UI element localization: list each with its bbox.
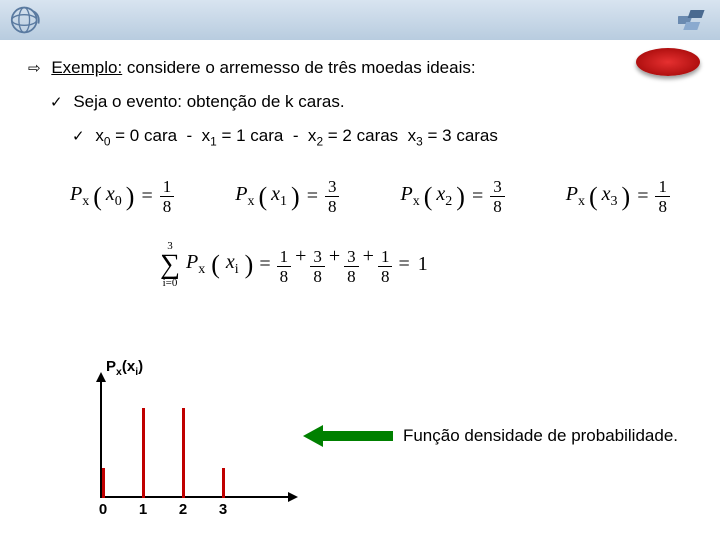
example-prefix: Exemplo: (51, 58, 122, 77)
check-bullet-icon: ✓ (50, 93, 63, 111)
x-axis (100, 496, 290, 498)
example-line: ⇨ Exemplo: considere o arremesso de três… (28, 58, 692, 78)
arrow-bullet-icon: ⇨ (28, 59, 41, 77)
x-tick-label: 1 (139, 501, 147, 518)
x-tick-label: 2 (179, 501, 187, 518)
sum-result: 1 (418, 253, 428, 276)
sum-terms: 18+38+38+18 (277, 245, 393, 285)
coin-image (636, 48, 700, 76)
event-line: ✓ Seja o evento: obtenção de k caras. (50, 92, 692, 112)
chart-bar (222, 468, 225, 498)
sigma-icon: ∑ (160, 252, 180, 277)
example-body: considere o arremesso de três moedas ide… (122, 58, 475, 77)
blocks-logo-icon (678, 6, 712, 34)
outcomes-text: x0 = 0 cara - x1 = 1 cara - x2 = 2 caras… (95, 126, 498, 145)
probability-chart: Px(xi) 0 1 2 3 (90, 358, 320, 518)
globe-logo-icon (8, 4, 44, 36)
probability-formula: Px(x1)=38 (235, 178, 339, 215)
chart-y-label: Px(xi) (106, 358, 143, 378)
probability-formulas: Px(x0)=18 Px(x1)=38 Px(x2)=38 Px(x3)=18 (0, 168, 720, 215)
slide-content: ⇨ Exemplo: considere o arremesso de três… (0, 40, 720, 148)
density-label: Função densidade de probabilidade. (403, 426, 678, 446)
sum-lower: i=0 (163, 278, 178, 289)
outcomes-line: ✓ x0 = 0 cara - x1 = 1 cara - x2 = 2 car… (72, 126, 692, 148)
check-bullet-icon-2: ✓ (72, 127, 85, 145)
summation-formula: 3 ∑ i=0 Px(xi) = 18+38+38+18 = 1 (0, 215, 720, 288)
x-tick-label: 0 (99, 501, 107, 518)
x-tick-label: 3 (219, 501, 227, 518)
probability-formula: Px(x3)=18 (566, 178, 670, 215)
event-text: Seja o evento: obtenção de k caras. (73, 92, 344, 111)
chart-bar (102, 468, 105, 498)
header-bar (0, 0, 720, 40)
density-annotation: Função densidade de probabilidade. (299, 426, 678, 446)
chart-bar (142, 408, 145, 498)
green-arrow-icon (299, 427, 393, 445)
chart-bar (182, 408, 185, 498)
probability-formula: Px(x0)=18 (70, 178, 174, 215)
probability-formula: Px(x2)=38 (401, 178, 505, 215)
